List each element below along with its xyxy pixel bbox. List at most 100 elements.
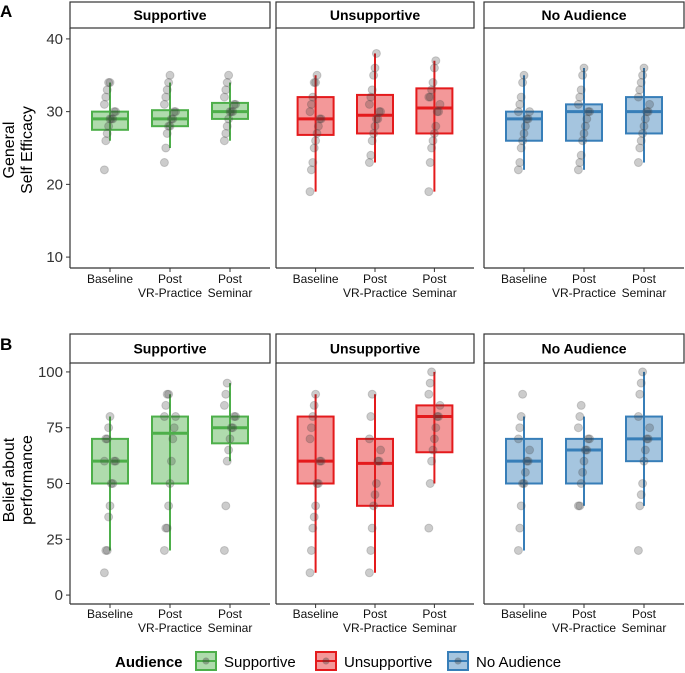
data-point — [518, 389, 528, 399]
data-point — [366, 412, 376, 422]
panel-label: B — [0, 335, 12, 354]
data-point — [364, 434, 374, 444]
x-tick-label: Post — [572, 607, 597, 621]
x-tick-label: Seminar — [622, 286, 667, 300]
data-point — [99, 99, 109, 109]
data-point — [99, 456, 109, 466]
data-point — [305, 107, 315, 117]
data-point — [519, 128, 529, 138]
facet-strip-label: Unsupportive — [330, 7, 420, 23]
x-tick-label: Baseline — [501, 272, 547, 286]
data-point — [221, 389, 231, 399]
data-point — [431, 121, 441, 131]
legend-item-supportive: Supportive — [195, 651, 296, 671]
box-baseline — [505, 70, 543, 175]
x-tick-label: Baseline — [293, 607, 339, 621]
data-point — [424, 389, 434, 399]
box-post-vr — [565, 400, 603, 511]
data-point — [108, 114, 118, 124]
data-point — [516, 412, 526, 422]
data-point — [312, 479, 322, 488]
y-tick-label: 30 — [46, 104, 63, 121]
data-point — [311, 389, 321, 399]
data-point — [573, 165, 583, 175]
data-point — [580, 445, 590, 455]
data-point — [579, 128, 589, 138]
data-point — [515, 99, 525, 109]
y-axis-title-line: General — [1, 122, 18, 179]
box-baseline — [296, 389, 335, 578]
data-point — [635, 389, 645, 399]
box-post-vr — [151, 70, 189, 168]
legend-item-unsupportive: Unsupportive — [315, 651, 432, 671]
data-point — [224, 445, 234, 455]
x-tick-label: Post — [572, 272, 597, 286]
data-point — [162, 85, 172, 95]
data-point — [575, 158, 585, 168]
data-point — [373, 114, 383, 124]
data-point — [428, 445, 438, 455]
data-point — [109, 107, 119, 117]
data-point — [225, 107, 235, 117]
data-point — [427, 367, 437, 377]
data-point — [576, 85, 586, 95]
data-point — [364, 568, 374, 578]
data-point — [518, 479, 528, 488]
data-point — [312, 128, 322, 138]
facet-strip — [69, 333, 271, 364]
x-tick-label: Post — [218, 607, 243, 621]
data-point — [308, 92, 318, 102]
data-point — [371, 48, 381, 58]
y-axis-title-line: Self Efficacy — [19, 106, 36, 194]
data-point — [573, 423, 583, 433]
box-iqr — [151, 415, 189, 485]
box-iqr — [565, 437, 603, 485]
data-point — [222, 378, 232, 388]
x-tick-label: VR-Practice — [343, 621, 407, 635]
data-point — [518, 136, 528, 146]
data-point — [513, 107, 523, 117]
data-point — [166, 114, 176, 124]
box-post-seminar — [625, 367, 663, 555]
data-point — [366, 150, 376, 160]
data-point — [313, 479, 323, 488]
data-point — [575, 501, 585, 511]
data-point — [367, 85, 377, 95]
legend: Audience Supportive Unsupportive No Audien… — [115, 651, 561, 671]
data-point — [315, 114, 325, 124]
data-point — [161, 523, 171, 533]
data-point — [432, 412, 442, 422]
x-tick-label: Seminar — [208, 286, 253, 300]
data-point — [434, 107, 444, 117]
data-point — [645, 99, 655, 109]
data-point — [636, 78, 646, 88]
data-point — [366, 92, 376, 102]
data-point — [575, 92, 585, 102]
data-point — [635, 85, 645, 95]
data-point — [109, 456, 119, 466]
y-tick-label: 75 — [46, 420, 63, 437]
y-tick-label: 50 — [46, 476, 63, 493]
data-point — [636, 136, 646, 146]
box-baseline — [505, 389, 543, 555]
x-tick-label: Baseline — [293, 272, 339, 286]
data-point — [229, 99, 239, 109]
data-point — [102, 85, 112, 95]
data-point — [165, 121, 175, 131]
data-point — [633, 545, 643, 555]
legend-title: Audience — [115, 654, 183, 671]
x-tick-label: Seminar — [622, 621, 667, 635]
data-point — [578, 467, 588, 477]
x-tick-label: Post — [158, 607, 183, 621]
box-post-seminar — [415, 56, 454, 197]
box-post-vr — [356, 48, 394, 168]
facet-strip-label: No Audience — [541, 7, 626, 23]
facet-strip-label: Supportive — [133, 341, 206, 357]
data-point — [432, 107, 442, 117]
data-point — [228, 423, 238, 433]
y-axis-title-line: performance — [19, 435, 36, 525]
